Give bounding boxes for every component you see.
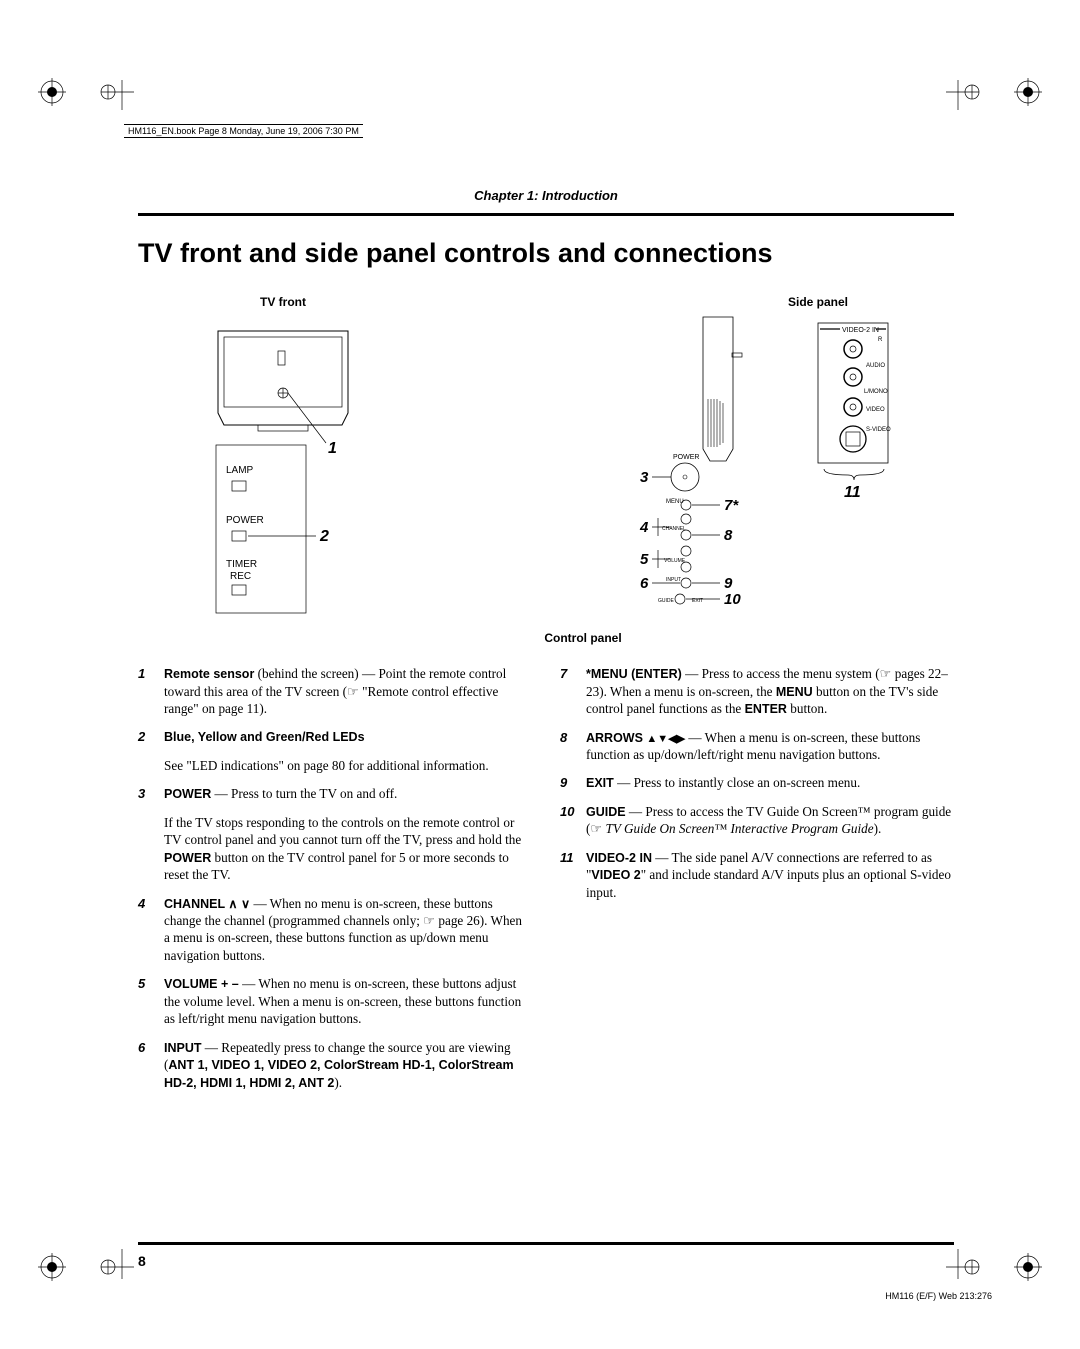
item-text: POWER — Press to turn the TV on and off. xyxy=(164,785,530,803)
svg-text:POWER: POWER xyxy=(226,515,264,526)
svg-text:REC: REC xyxy=(230,571,251,582)
svg-text:R: R xyxy=(878,337,883,343)
left-column: 1 Remote sensor (behind the screen) — Po… xyxy=(138,665,530,1102)
item-num: 9 xyxy=(560,774,586,792)
reg-mark-icon xyxy=(1014,78,1042,106)
reg-mark-icon xyxy=(38,1253,66,1281)
item-num: 6 xyxy=(138,1039,164,1092)
svg-text:8: 8 xyxy=(724,527,733,544)
list-item: 1 Remote sensor (behind the screen) — Po… xyxy=(138,665,530,717)
item-num: 8 xyxy=(560,729,586,764)
diagrams: TV front 1 LAMP POWER xyxy=(138,295,954,623)
item-num: 3 xyxy=(138,785,164,803)
crop-mark-icon xyxy=(98,74,134,110)
text-columns: 1 Remote sensor (behind the screen) — Po… xyxy=(138,665,954,1102)
list-item: 2 Blue, Yellow and Green/Red LEDs xyxy=(138,728,530,746)
footer-code: HM116 (E/F) Web 213:276 xyxy=(885,1291,992,1301)
item-text: GUIDE — Press to access the TV Guide On … xyxy=(586,803,952,838)
svg-text:L/MONO: L/MONO xyxy=(864,389,888,395)
section-title: TV front and side panel controls and con… xyxy=(138,238,954,269)
right-column: 7 *MENU (ENTER) — Press to access the me… xyxy=(560,665,952,1102)
item-text: VOLUME + – — When no menu is on-screen, … xyxy=(164,975,530,1027)
crop-mark-icon xyxy=(946,74,982,110)
side-panel-label: Side panel xyxy=(718,295,918,309)
item-text: *MENU (ENTER) — Press to access the menu… xyxy=(586,665,952,718)
svg-text:INPUT: INPUT xyxy=(666,577,681,583)
item-num: 11 xyxy=(560,849,586,901)
item-text: EXIT — Press to instantly close an on-sc… xyxy=(586,774,952,792)
item-text: VIDEO-2 IN — The side panel A/V connecti… xyxy=(586,849,952,901)
svg-text:TIMER: TIMER xyxy=(226,559,257,570)
svg-text:2: 2 xyxy=(319,528,329,545)
svg-text:VIDEO: VIDEO xyxy=(866,407,885,413)
list-item: 8 ARROWS ▲▼◀▶ — When a menu is on-screen… xyxy=(560,729,952,764)
item-num: 10 xyxy=(560,803,586,838)
svg-text:1: 1 xyxy=(328,440,337,457)
svg-text:POWER: POWER xyxy=(673,454,699,461)
reg-mark-icon xyxy=(1014,1253,1042,1281)
file-path: HM116_EN.book Page 8 Monday, June 19, 20… xyxy=(124,124,363,138)
svg-text:6: 6 xyxy=(640,575,649,592)
svg-text:5: 5 xyxy=(640,551,649,568)
control-panel-label: Control panel xyxy=(508,631,658,645)
item-num: 1 xyxy=(138,665,164,717)
svg-text:7*: 7* xyxy=(724,497,739,514)
side-panel-svg: POWER 3 MENU 7* CHANNEL 4 8 VOLUME xyxy=(558,309,938,609)
svg-text:3: 3 xyxy=(640,469,649,486)
item-num: 7 xyxy=(560,665,586,718)
page-number: 8 xyxy=(138,1253,146,1269)
item-num: 5 xyxy=(138,975,164,1027)
svg-text:4: 4 xyxy=(639,519,649,536)
item-num: 4 xyxy=(138,895,164,965)
reg-mark-icon xyxy=(38,78,66,106)
crop-mark-icon xyxy=(98,1249,134,1285)
tv-front-svg: 1 LAMP POWER 2 TIMER REC xyxy=(198,313,368,623)
item-text: Remote sensor (behind the screen) — Poin… xyxy=(164,665,530,717)
svg-text:LAMP: LAMP xyxy=(226,465,254,476)
list-item: 4 CHANNEL ∧ ∨ — When no menu is on-scree… xyxy=(138,895,530,965)
chapter-header: Chapter 1: Introduction xyxy=(138,188,954,203)
bottom-rule xyxy=(138,1242,954,1245)
item-num: 2 xyxy=(138,728,164,746)
svg-text:AUDIO: AUDIO xyxy=(866,363,885,369)
list-item: 10 GUIDE — Press to access the TV Guide … xyxy=(560,803,952,838)
list-item: 11 VIDEO-2 IN — The side panel A/V conne… xyxy=(560,849,952,901)
item-text: ARROWS ▲▼◀▶ — When a menu is on-screen, … xyxy=(586,729,952,764)
list-item: 9 EXIT — Press to instantly close an on-… xyxy=(560,774,952,792)
item-sub: If the TV stops responding to the contro… xyxy=(164,814,530,884)
list-item: 6 INPUT — Repeatedly press to change the… xyxy=(138,1039,530,1092)
svg-text:10: 10 xyxy=(724,591,741,608)
list-item: 3 POWER — Press to turn the TV on and of… xyxy=(138,785,530,803)
tv-front-label: TV front xyxy=(198,295,368,309)
list-item: 7 *MENU (ENTER) — Press to access the me… xyxy=(560,665,952,718)
svg-text:S-VIDEO: S-VIDEO xyxy=(866,427,891,433)
svg-text:VIDEO-2 IN: VIDEO-2 IN xyxy=(842,327,879,334)
page-content: Chapter 1: Introduction TV front and sid… xyxy=(138,188,954,1102)
item-text: CHANNEL ∧ ∨ — When no menu is on-screen,… xyxy=(164,895,530,965)
item-text: INPUT — Repeatedly press to change the s… xyxy=(164,1039,530,1092)
tv-front-diagram: TV front 1 LAMP POWER xyxy=(198,295,368,623)
side-panel-diagram: Side panel POWER 3 MENU xyxy=(558,295,918,623)
svg-text:9: 9 xyxy=(724,575,733,592)
list-item: 5 VOLUME + – — When no menu is on-screen… xyxy=(138,975,530,1027)
svg-text:GUIDE: GUIDE xyxy=(658,598,675,604)
top-rule xyxy=(138,213,954,216)
svg-text:11: 11 xyxy=(844,484,861,501)
item-sub: See "LED indications" on page 80 for add… xyxy=(164,757,530,774)
item-text: Blue, Yellow and Green/Red LEDs xyxy=(164,728,530,746)
crop-mark-icon xyxy=(946,1249,982,1285)
